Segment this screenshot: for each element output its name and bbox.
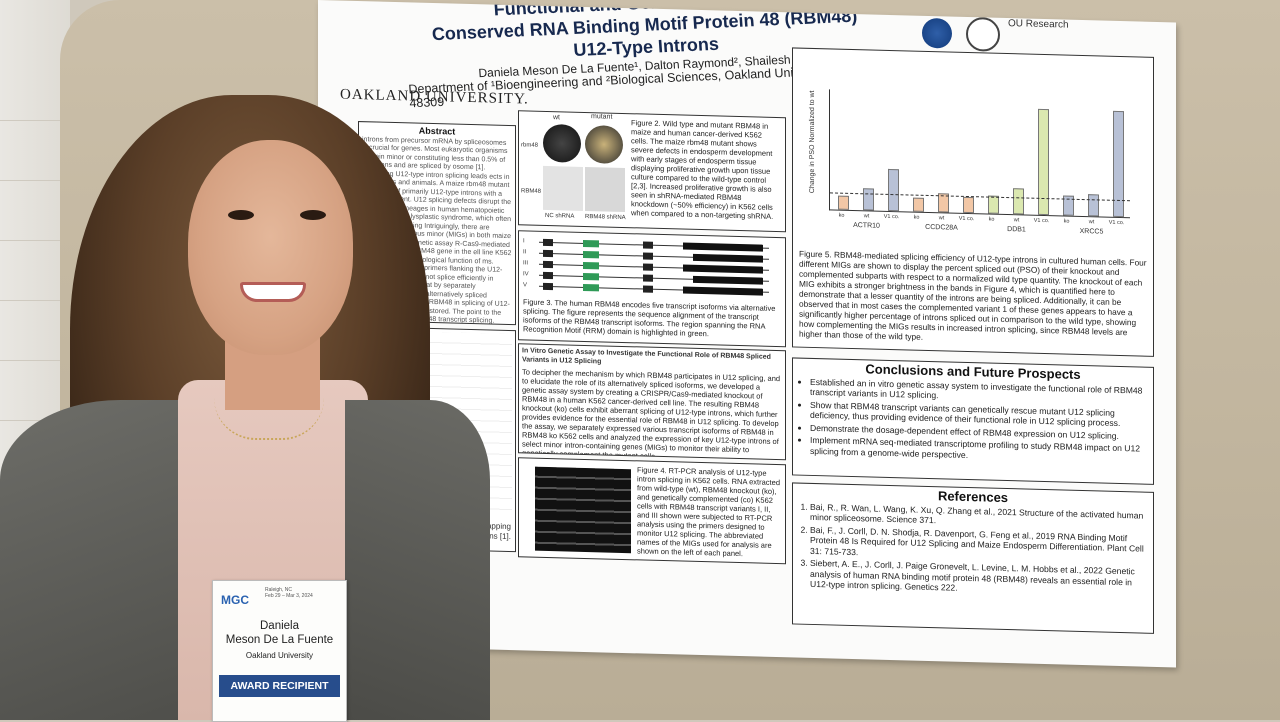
fig5-gene-label: ACTR10 — [853, 222, 880, 230]
fig5-gene-label: XRCC5 — [1079, 227, 1104, 236]
maize-wt-image — [543, 123, 581, 163]
smile — [240, 282, 306, 302]
exon — [693, 253, 763, 263]
fig5-ylabel: Change in PSO Normalized to wt — [808, 90, 816, 194]
figure-2-caption: Figure 2. Wild type and mutant RBM48 in … — [631, 118, 774, 221]
oakland-university-logo: OAKLAND UNIVERSITY. — [340, 86, 529, 108]
figure-3: I II III IV V Figure 3. The human RBM48 enco… — [518, 230, 786, 348]
fig5-bar-chart — [829, 89, 1130, 219]
fig5-bar — [987, 195, 999, 214]
figure-2: wt mutant rbm48 RBM48 NC shRNA RBM48 shR… — [518, 110, 786, 233]
fig5-bar — [1012, 188, 1024, 215]
exon — [543, 282, 553, 291]
badge-award-banner: AWARD RECIPIENT — [219, 675, 340, 697]
fig5-bar — [962, 196, 974, 214]
exon — [643, 263, 653, 271]
reference-item: Siebert, A. E., J. Corll, J. Paige Grone… — [810, 558, 1150, 598]
ou-research-logo: OU Research — [1008, 18, 1069, 31]
rbm48-shrna-image — [585, 166, 625, 213]
exon — [683, 286, 763, 296]
fig5-bar — [1112, 110, 1124, 218]
fig5-bar-label: wt — [1088, 219, 1095, 226]
exon — [543, 238, 553, 247]
fig5-bar — [862, 188, 874, 211]
exon — [543, 249, 553, 258]
nsf-logo-icon — [922, 17, 952, 49]
exon — [693, 275, 763, 285]
gel-image — [535, 466, 631, 554]
isoform-label: I — [523, 238, 525, 245]
fig5-bar-label: ko — [1063, 218, 1070, 225]
badge-org-logo: MGC — [221, 593, 249, 607]
fig5-bar — [1037, 108, 1049, 216]
figure-3-caption: Figure 3. The human RBM48 encodes five t… — [523, 297, 776, 339]
right-eye — [300, 210, 326, 220]
exon — [643, 252, 653, 260]
blazer-right — [345, 400, 490, 720]
fig5-bar-label: V1 co. — [958, 215, 975, 223]
person-face — [188, 140, 353, 355]
fig5-bar-label: V1 co. — [1108, 219, 1125, 227]
assay-section: In Vitro Genetic Assay to Investigate th… — [518, 343, 786, 461]
fig5-bar — [912, 197, 924, 212]
isoform-label: V — [523, 282, 528, 289]
rrm-exon — [583, 283, 599, 292]
exon — [643, 241, 653, 249]
fig5-gene-label: CCDC28A — [925, 223, 958, 232]
nih-logo-icon — [966, 16, 1000, 52]
fig5-bar-label: ko — [838, 212, 845, 219]
badge-location: Raleigh, NC Feb 29 – Mar 3, 2024 — [265, 587, 313, 599]
nc-shrna-image — [543, 165, 583, 211]
fig5-bar-label: ko — [988, 216, 995, 223]
isoform-label: IV — [523, 271, 529, 278]
badge-name: Daniela Meson De La Fuente — [225, 620, 334, 646]
exon — [543, 271, 553, 280]
figure-5-caption: Figure 5. RBM48-mediated splicing effici… — [799, 248, 1147, 342]
fig5-bar — [1087, 194, 1099, 217]
rrm-exon — [583, 261, 599, 270]
figure-4-caption: Figure 4. RT-PCR analysis of U12-type in… — [637, 465, 780, 559]
isoform-diagram: I II III IV V — [523, 237, 778, 302]
fig5-bar-label: wt — [938, 215, 945, 222]
left-eye — [228, 210, 254, 220]
exon — [683, 264, 763, 274]
isoform-label: II — [523, 249, 527, 256]
fig5-bar — [887, 168, 899, 212]
references-section: References Bai, R., R. Wan, L. Wang, K. … — [792, 482, 1154, 634]
fig5-bar — [837, 195, 849, 210]
figure-4: Figure 4. RT-PCR analysis of U12-type in… — [518, 457, 786, 565]
fig5-reference-line — [830, 192, 1130, 202]
badge-school: Oakland University — [245, 651, 314, 660]
table-note-2: ns [1]. — [489, 530, 511, 541]
fig5-bar-label: wt — [1013, 217, 1020, 224]
rrm-exon — [583, 272, 599, 281]
conclusions-section: Conclusions and Future Prospects Establi… — [792, 357, 1154, 485]
exon — [543, 260, 553, 269]
fig5-bar-label: wt — [863, 213, 870, 220]
rrm-exon — [583, 239, 599, 248]
fig5-gene-label: DDB1 — [1007, 226, 1026, 234]
exon — [643, 274, 653, 282]
maize-mutant-image — [585, 124, 623, 164]
assay-text: To decipher the mechanism by which RBM48… — [522, 367, 781, 461]
fig5-bar-label: ko — [913, 214, 920, 221]
necklace — [214, 398, 324, 440]
fig5-bar-label: V1 co. — [1033, 217, 1050, 225]
figure-5: Change in PSO Normalized to wt ko wt V1 co… — [792, 47, 1154, 357]
rrm-exon — [583, 250, 599, 259]
name-badge: MGC Raleigh, NC Feb 29 – Mar 3, 2024 Dan… — [212, 580, 347, 722]
exon — [683, 242, 763, 252]
isoform-label: III — [523, 260, 529, 267]
fig5-bar-label: V1 co. — [883, 213, 900, 221]
exon — [643, 285, 653, 293]
